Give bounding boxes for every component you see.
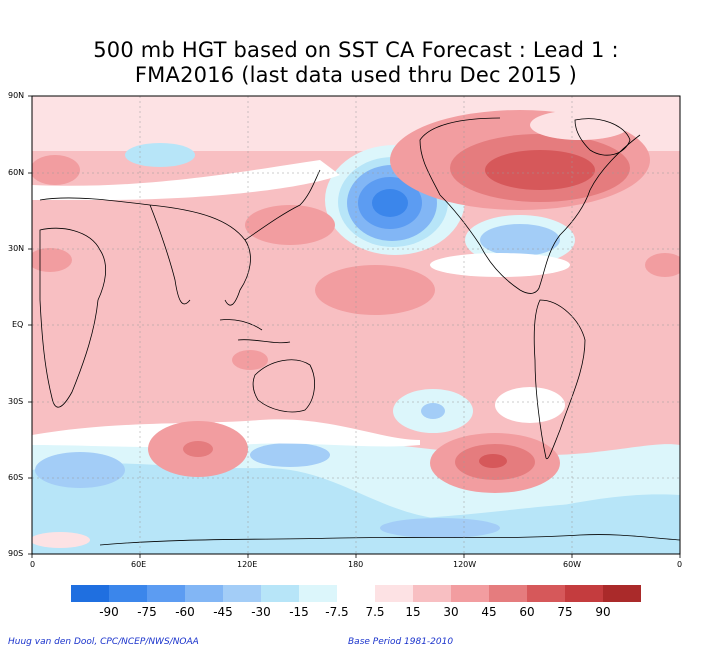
map-title-line2: FMA2016 (last data used thru Dec 2015 )	[134, 63, 578, 87]
lon-label: 0	[677, 560, 683, 569]
lon-label: 120W	[453, 560, 477, 569]
legend-swatch	[603, 585, 641, 602]
legend-swatch	[565, 585, 603, 602]
legend-label: -60	[175, 605, 195, 619]
legend-label: 60	[519, 605, 535, 619]
grid-lines	[32, 96, 680, 554]
legend-label: -30	[251, 605, 271, 619]
legend-swatch	[299, 585, 337, 602]
legend-label: -90	[99, 605, 119, 619]
legend-swatch	[109, 585, 147, 602]
legend-swatch	[185, 585, 223, 602]
legend-swatch	[489, 585, 527, 602]
axis-ticks	[28, 95, 681, 558]
map-title-line1: 500 mb HGT based on SST CA Forecast : Le…	[93, 38, 619, 62]
legend-label: -45	[213, 605, 233, 619]
legend-swatch	[71, 585, 109, 602]
lat-label: 90S	[8, 549, 24, 558]
legend-label: -7.5	[325, 605, 349, 619]
legend-swatch	[527, 585, 565, 602]
lat-label: EQ	[12, 320, 24, 329]
legend-swatch	[337, 585, 375, 602]
legend-swatch	[147, 585, 185, 602]
legend-label: 45	[481, 605, 497, 619]
lat-label: 60S	[8, 473, 24, 482]
lat-label: 30N	[8, 244, 25, 253]
legend-label: 75	[557, 605, 573, 619]
legend-swatch	[261, 585, 299, 602]
legend-label: 7.5	[365, 605, 385, 619]
legend-swatch	[375, 585, 413, 602]
legend-label: -15	[289, 605, 309, 619]
lon-label: 0	[30, 560, 36, 569]
lat-label: 60N	[8, 168, 25, 177]
anomaly-field	[32, 96, 680, 554]
legend-label: 30	[443, 605, 459, 619]
legend-label: 15	[405, 605, 421, 619]
legend-colorbar	[71, 585, 641, 602]
lon-label: 120E	[237, 560, 258, 569]
coastlines	[39, 117, 680, 546]
credit-text: Huug van den Dool, CPC/NCEP/NWS/NOAA	[8, 637, 199, 647]
legend-swatch	[413, 585, 451, 602]
lon-label: 60W	[563, 560, 582, 569]
lat-label: 30S	[8, 397, 24, 406]
legend-swatch	[223, 585, 261, 602]
base-period-text: Base Period 1981-2010	[348, 637, 454, 647]
lon-label: 180	[348, 560, 364, 569]
lat-label: 90N	[8, 91, 25, 100]
legend-swatch	[451, 585, 489, 602]
lon-label: 60E	[131, 560, 147, 569]
legend-label: 90	[595, 605, 611, 619]
legend-label: -75	[137, 605, 157, 619]
